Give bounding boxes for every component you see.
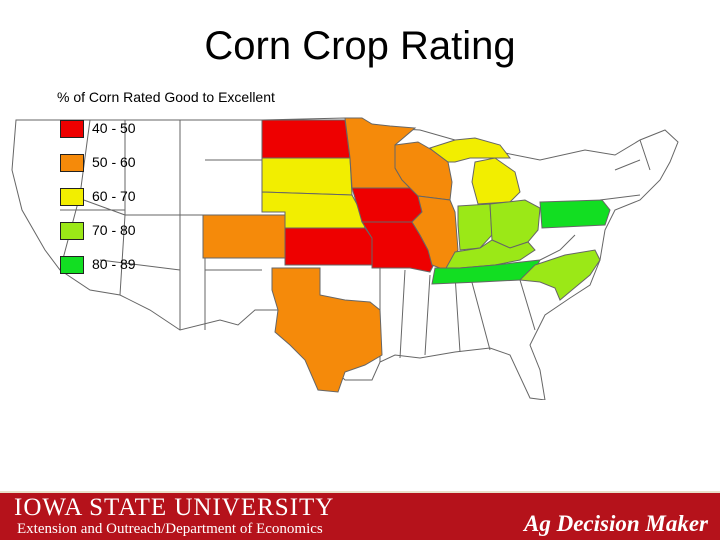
legend-label: 40 - 50 <box>92 120 136 136</box>
state-kansas <box>284 227 373 266</box>
legend-swatch <box>60 188 84 206</box>
state-texas <box>271 267 383 393</box>
state-pennsylvania <box>539 199 611 229</box>
legend-item-80-89: 80 - 89 <box>60 254 170 278</box>
brand-logo: Ag Decision Maker <box>524 511 708 536</box>
state-north-carolina <box>518 249 601 301</box>
legend-swatch <box>60 222 84 240</box>
footer-rule <box>0 491 720 493</box>
legend-label: 60 - 70 <box>92 188 136 204</box>
map-base <box>11 117 679 400</box>
page-title: Corn Crop Rating <box>204 24 516 68</box>
legend-item-70-80: 70 - 80 <box>60 220 170 244</box>
legend-item-50-60: 50 - 60 <box>60 152 170 176</box>
state-colorado <box>202 214 286 259</box>
state-illinois <box>411 195 459 271</box>
legend-item-60-70: 60 - 70 <box>60 186 170 210</box>
university-wordmark: IOWA STATE UNIVERSITY <box>14 494 335 521</box>
legend-swatch <box>60 154 84 172</box>
state-south-dakota <box>261 157 353 196</box>
legend-swatch <box>60 120 84 138</box>
department-text: Extension and Outreach/Department of Eco… <box>17 521 323 537</box>
state-north-dakota <box>261 119 351 159</box>
footer-banner: IOWA STATE UNIVERSITY Extension and Outr… <box>0 491 720 540</box>
legend-item-40-50: 40 - 50 <box>60 118 170 142</box>
legend-swatch <box>60 256 84 274</box>
legend-label: 70 - 80 <box>92 222 136 238</box>
state-ohio <box>489 199 541 249</box>
us-state-map <box>11 117 679 400</box>
legend-label: 50 - 60 <box>92 154 136 170</box>
rated-states <box>202 117 611 393</box>
state-michigan <box>429 137 521 205</box>
map-subtitle: % of Corn Rated Good to Excellent <box>57 89 275 105</box>
state-iowa <box>351 187 423 223</box>
legend-label: 80 - 89 <box>92 256 136 272</box>
